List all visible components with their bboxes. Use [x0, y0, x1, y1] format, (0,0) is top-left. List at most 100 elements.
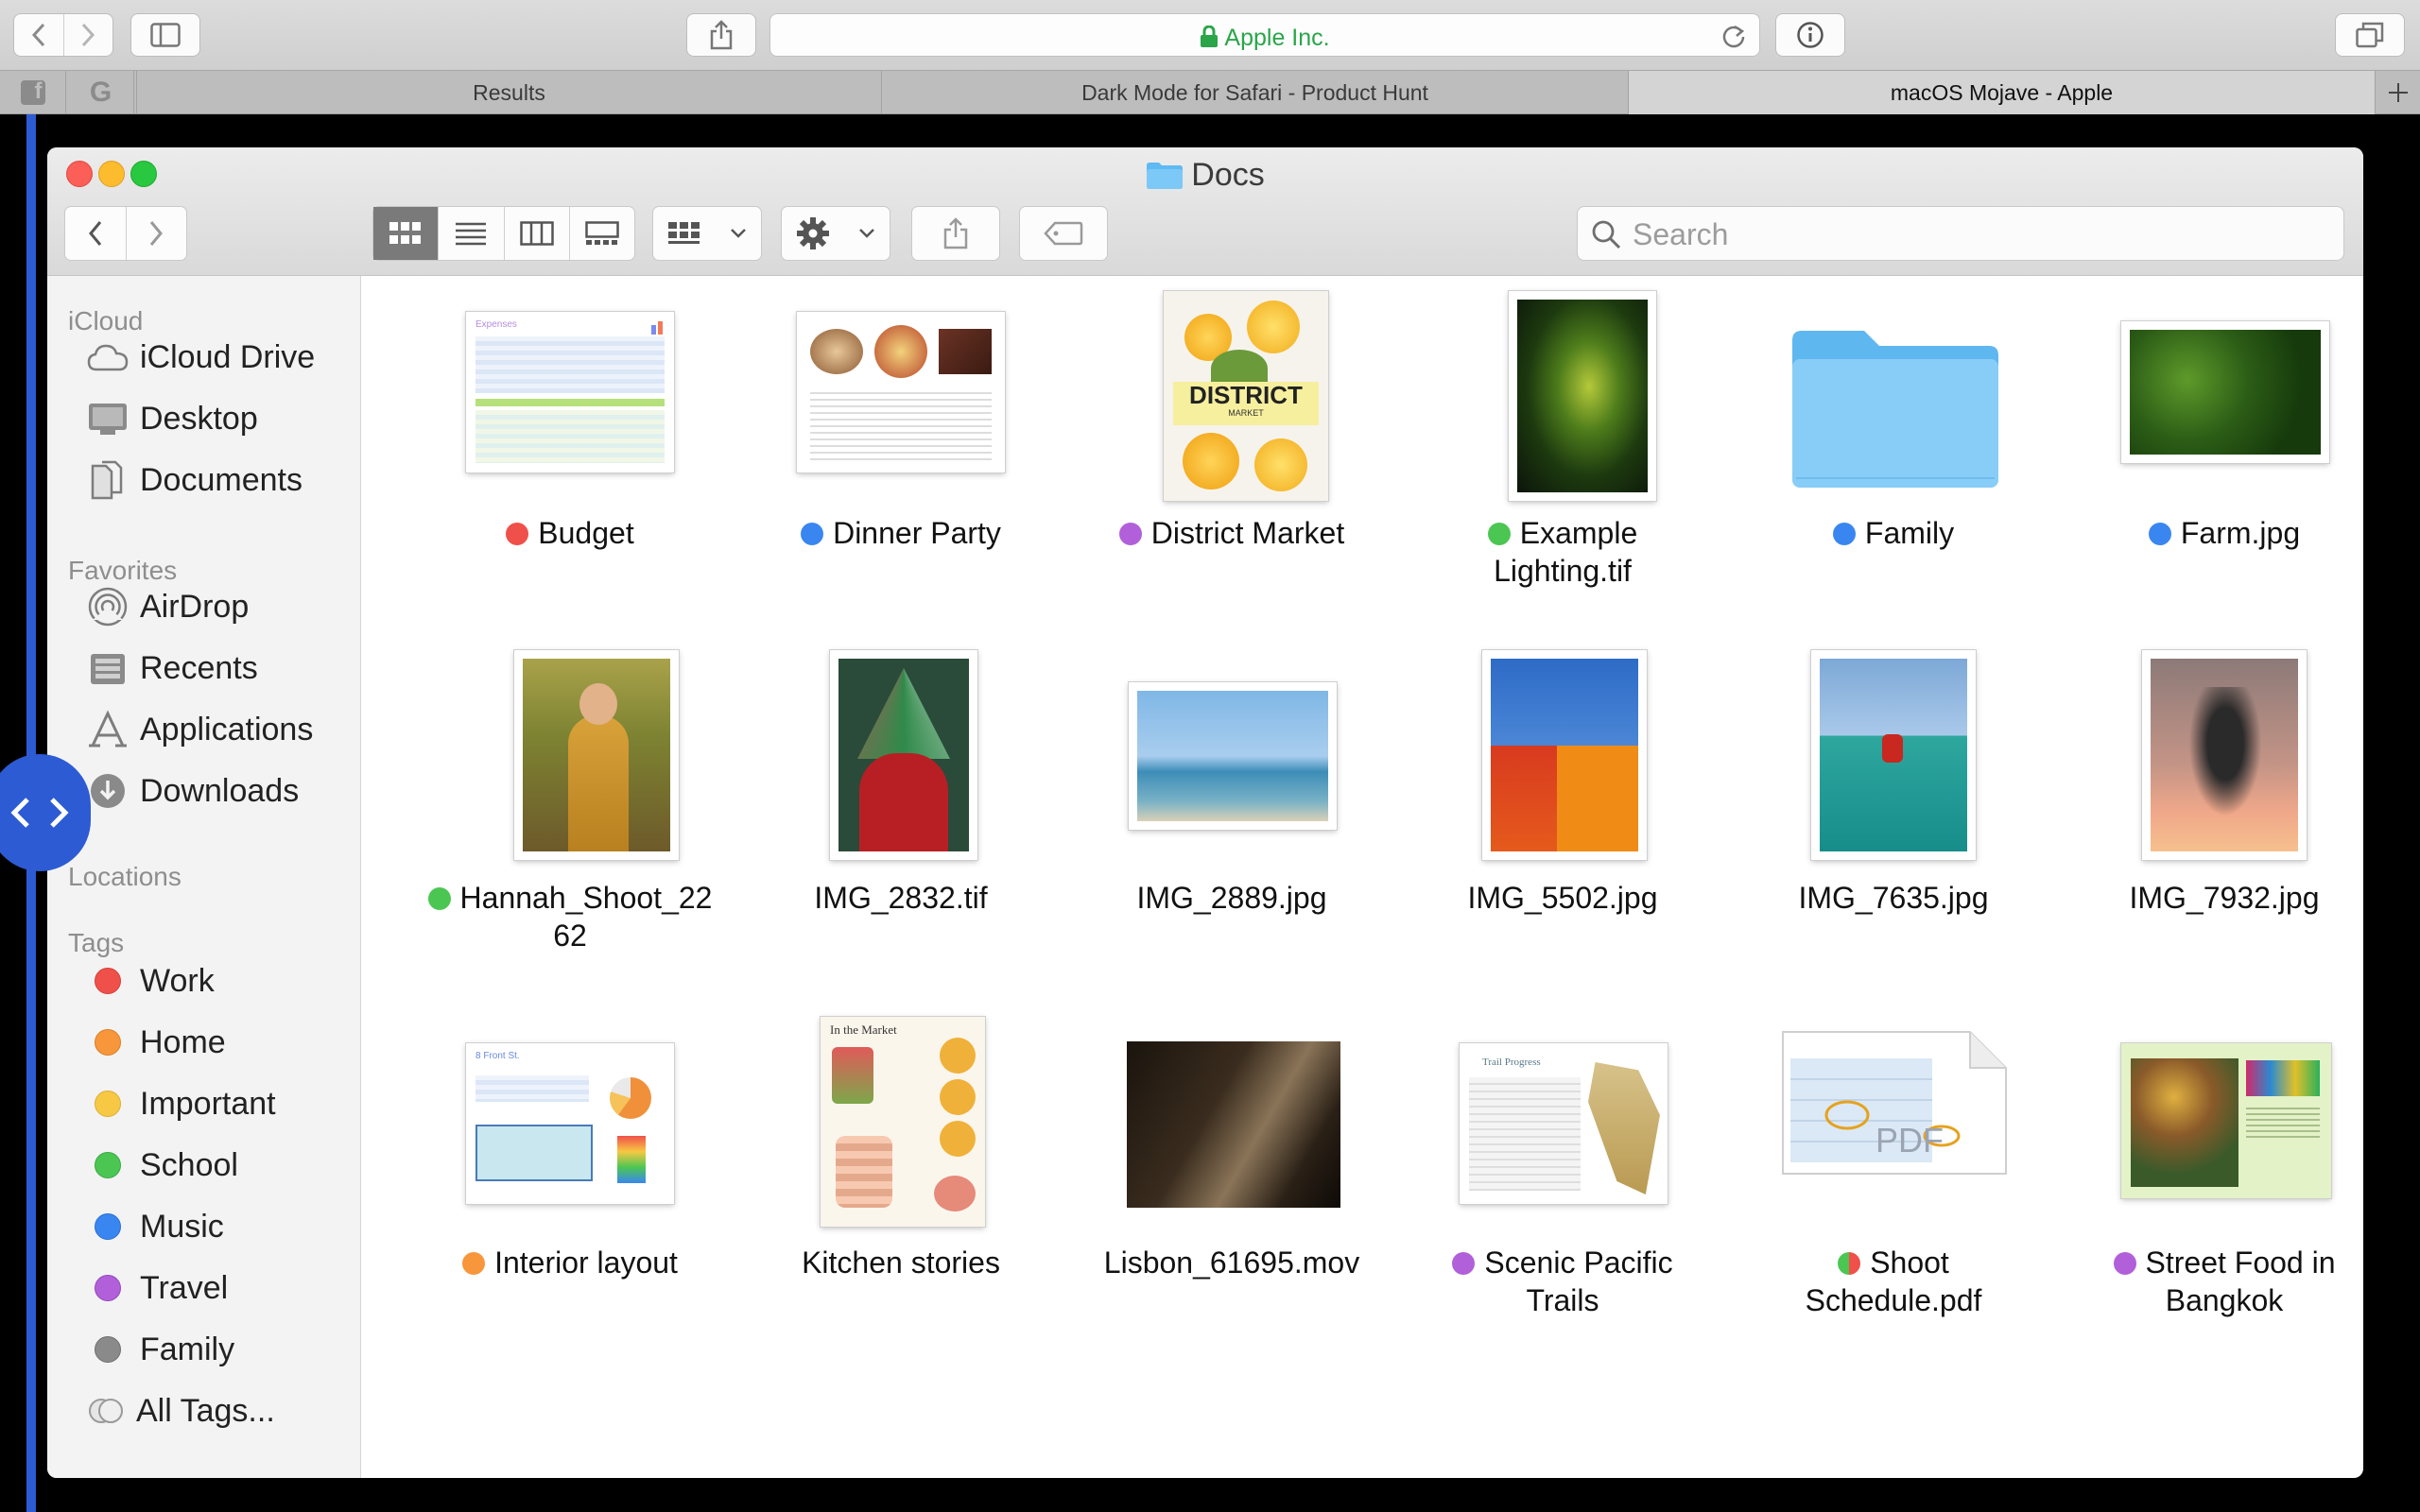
- file-item-farm[interactable]: Farm.jpg: [2059, 280, 2363, 592]
- file-name: Kitchen stories: [802, 1246, 1000, 1280]
- file-item-family-folder[interactable]: Family: [1728, 280, 2059, 592]
- sidebar-item-documents[interactable]: Documents: [87, 454, 352, 507]
- purple-tag-icon: [95, 1275, 121, 1301]
- search-input[interactable]: [1631, 216, 2315, 252]
- sidebar-tag-work[interactable]: Work: [87, 954, 352, 1007]
- file-name: Dinner Party: [735, 514, 1066, 552]
- file-item-img-2889[interactable]: IMG_2889.jpg: [1066, 644, 1397, 956]
- sidebar-heading-locations[interactable]: Locations: [68, 862, 182, 891]
- group-by-button[interactable]: [652, 206, 762, 261]
- folder-icon: [1147, 163, 1184, 189]
- close-window-button[interactable]: [66, 161, 93, 187]
- file-name: Hannah_Shoot_22 62: [405, 879, 735, 954]
- file-name: Shoot Schedule.pdf: [1805, 1246, 1982, 1317]
- sidebar-item-recents[interactable]: Recents: [87, 642, 352, 695]
- pinned-tab-google[interactable]: G: [68, 71, 134, 114]
- file-item-img-5502[interactable]: IMG_5502.jpg: [1397, 644, 1728, 956]
- image-thumbnail-icon: [1509, 291, 1656, 501]
- sidebar-tag-family[interactable]: Family: [87, 1323, 352, 1376]
- side-panel-handle[interactable]: [0, 754, 91, 871]
- minimize-window-button[interactable]: [98, 161, 125, 187]
- share-button[interactable]: [686, 13, 756, 57]
- video-thumbnail-icon: [1127, 1041, 1340, 1208]
- file-item-lisbon-mov[interactable]: Lisbon_61695.mov: [1066, 1009, 1397, 1321]
- forward-button[interactable]: [64, 14, 113, 56]
- finder-share-button[interactable]: [911, 206, 1000, 261]
- tab-results[interactable]: Results: [136, 71, 881, 114]
- window-title-text: Docs: [1191, 157, 1265, 193]
- icon-view-button[interactable]: [373, 207, 439, 260]
- gear-icon: [797, 217, 829, 249]
- file-name: Budget: [405, 514, 735, 552]
- sidebar-all-tags[interactable]: All Tags...: [87, 1384, 352, 1437]
- file-item-dinner-party[interactable]: Dinner Party: [735, 280, 1066, 592]
- sidebar-item-downloads[interactable]: Downloads: [87, 765, 352, 817]
- blue-tag-dot: [2148, 523, 2171, 545]
- blue-tag-dot: [1832, 523, 1856, 545]
- file-name: Family: [1728, 514, 2059, 552]
- green-tag-icon: [95, 1152, 121, 1178]
- sidebar-item-icloud-drive[interactable]: iCloud Drive: [87, 331, 352, 384]
- downloads-icon: [91, 774, 125, 808]
- sidebar-tag-school[interactable]: School: [87, 1139, 352, 1192]
- sidebar-item-airdrop[interactable]: AirDrop: [87, 580, 352, 633]
- file-item-img-7635[interactable]: IMG_7635.jpg: [1728, 644, 2059, 956]
- purple-tag-dot: [1452, 1252, 1476, 1275]
- finder-back-button[interactable]: [65, 207, 126, 260]
- browser-toolbar: Apple Inc.: [0, 0, 2420, 70]
- file-item-street-food-bangkok[interactable]: Street Food in Bangkok: [2059, 1009, 2363, 1321]
- nav-button-group: [64, 206, 187, 261]
- sidebar-toggle-button[interactable]: [130, 13, 200, 57]
- action-menu-button[interactable]: [781, 206, 890, 261]
- reload-icon[interactable]: [1721, 24, 1746, 48]
- share-icon: [710, 20, 733, 50]
- file-item-district-market[interactable]: DISTRICT MARKET District Market: [1066, 280, 1397, 592]
- file-item-scenic-pacific-trails[interactable]: Trail Progress Scenic Pacific Trails: [1397, 1009, 1728, 1321]
- file-item-img-2832[interactable]: IMG_2832.tif: [735, 644, 1066, 956]
- file-name: Interior layout: [405, 1244, 735, 1281]
- blue-tag-dot: [801, 523, 824, 545]
- tab-dark-mode-product-hunt[interactable]: Dark Mode for Safari - Product Hunt: [881, 71, 1628, 114]
- finder-window: Docs iCloud: [47, 147, 2363, 1478]
- sidebar-item-applications[interactable]: Applications: [87, 703, 352, 756]
- search-field[interactable]: [1577, 206, 2344, 261]
- pinned-tab-facebook[interactable]: f: [0, 71, 66, 114]
- sidebar-tag-travel[interactable]: Travel: [87, 1262, 352, 1314]
- file-item-hannah-shoot[interactable]: Hannah_Shoot_22 62: [405, 644, 735, 956]
- address-bar[interactable]: Apple Inc.: [769, 13, 1760, 57]
- sidebar-tag-home[interactable]: Home: [87, 1016, 352, 1069]
- sidebar-tag-important[interactable]: Important: [87, 1077, 352, 1130]
- tab-macos-mojave[interactable]: macOS Mojave - Apple: [1628, 71, 2375, 114]
- finder-forward-button[interactable]: [125, 207, 187, 260]
- plus-icon: [2388, 83, 2408, 102]
- new-tab-button[interactable]: [2375, 71, 2420, 114]
- image-thumbnail-icon: [2142, 650, 2307, 860]
- back-button[interactable]: [14, 14, 64, 56]
- zoom-window-button[interactable]: [130, 161, 157, 187]
- file-item-interior-layout[interactable]: 8 Front St. Interior layout: [405, 1009, 735, 1321]
- sidebar-tag-music[interactable]: Music: [87, 1200, 352, 1253]
- green-tag-dot: [1487, 523, 1511, 545]
- file-item-kitchen-stories[interactable]: In the Market Kitchen stories: [735, 1009, 1066, 1321]
- show-all-tabs-button[interactable]: [2335, 13, 2405, 57]
- edit-tags-button[interactable]: [1019, 206, 1108, 261]
- file-name: Scenic Pacific Trails: [1397, 1244, 1728, 1319]
- file-item-example-lighting[interactable]: Example Lighting.tif: [1397, 280, 1728, 592]
- gallery-view-button[interactable]: [568, 207, 634, 260]
- file-item-budget[interactable]: Expenses Budget: [405, 280, 735, 592]
- file-name: Example Lighting.tif: [1397, 514, 1728, 590]
- search-icon: [1592, 220, 1621, 249]
- magazine-thumbnail-icon: DISTRICT MARKET: [1164, 291, 1328, 501]
- google-icon: G: [89, 77, 112, 108]
- sidebar-item-desktop[interactable]: Desktop: [87, 392, 352, 445]
- file-item-shoot-schedule[interactable]: PDF Shoot Schedule.pdf: [1728, 1009, 2059, 1321]
- column-view-button[interactable]: [503, 207, 569, 260]
- yellow-tag-icon: [95, 1091, 121, 1117]
- file-item-img-7932[interactable]: IMG_7932.jpg: [2059, 644, 2363, 956]
- chevron-left-icon: [88, 221, 101, 246]
- reader-info-button[interactable]: [1775, 13, 1845, 57]
- chevron-down-icon: [859, 229, 874, 238]
- purple-tag-dot: [1118, 523, 1142, 545]
- gallery-view-icon: [585, 221, 619, 245]
- list-view-button[interactable]: [438, 207, 503, 260]
